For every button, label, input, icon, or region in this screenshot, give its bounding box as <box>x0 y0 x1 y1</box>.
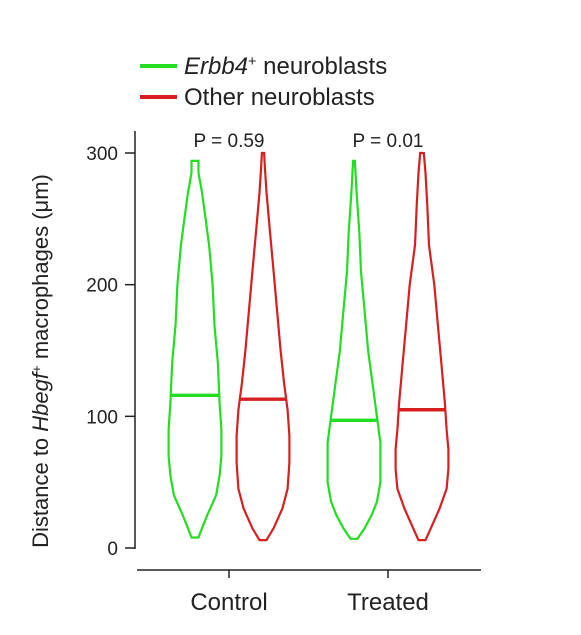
y-tick-label-0: 0 <box>107 539 118 560</box>
p-value-control: P = 0.59 <box>194 131 265 152</box>
violin-control-series-1 <box>235 151 291 542</box>
violin-treated-series-0 <box>326 159 382 540</box>
y-axis-label-part-1: Hbegf <box>28 370 53 432</box>
legend-label-0-part-1: + <box>248 54 256 70</box>
violin-control-series-0 <box>167 159 223 539</box>
y-tick-label-2: 200 <box>86 276 118 297</box>
x-tick-label-treated: Treated <box>347 589 429 616</box>
legend: Erbb4+ neuroblasts Other neuroblasts <box>140 53 387 111</box>
y-axis-label-part-2: + <box>29 365 44 373</box>
legend-label-0: Erbb4+ neuroblasts <box>184 53 387 80</box>
y-axis-label: Distance to Hbegf+ macrophages (μm) <box>28 174 53 548</box>
p-value-treated: P = 0.01 <box>353 131 424 152</box>
legend-label-0-part-0: Erbb4 <box>184 53 248 80</box>
y-axis-label-part-0: Distance to <box>28 432 53 548</box>
violins <box>167 151 450 542</box>
legend-label-1-part-0: Other neuroblasts <box>184 84 375 111</box>
x-tick-label-control: Control <box>190 589 267 616</box>
y-tick-label-1: 100 <box>86 407 118 428</box>
violin-treated-series-1 <box>394 151 450 542</box>
legend-label-1: Other neuroblasts <box>184 84 375 111</box>
legend-label-0-part-2: neuroblasts <box>256 53 387 80</box>
annotations: P = 0.59 P = 0.01 <box>194 131 424 152</box>
y-axis-label-part-3: macrophages (μm) <box>28 174 53 365</box>
y-tick-label-3: 300 <box>86 144 118 165</box>
axes: 0 100 200 300 Control Treated Distance to Hbeg… <box>28 131 481 616</box>
